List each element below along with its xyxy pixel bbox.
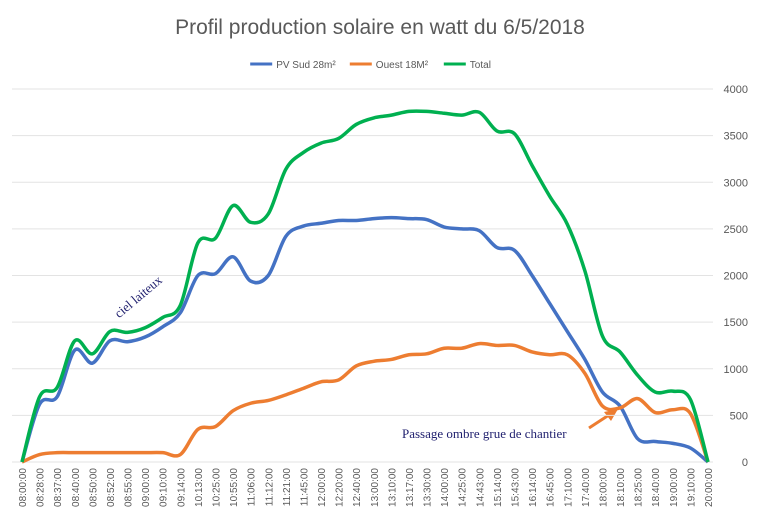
x-tick-label: 08:40:00	[71, 468, 82, 507]
y-tick-label: 2500	[724, 224, 748, 236]
x-tick-label: 09:14:00	[176, 468, 187, 507]
legend-label: Ouest 18M²	[376, 60, 429, 71]
x-tick-label: 10:13:00	[194, 468, 205, 507]
x-tick-label: 10:25:00	[211, 468, 222, 507]
y-tick-label: 4000	[724, 84, 748, 96]
y-tick-label: 2000	[724, 271, 748, 283]
series-line	[20, 109, 710, 463]
x-tick-label: 08:37:00	[53, 468, 64, 507]
x-tick-label: 16:14:00	[528, 468, 539, 507]
x-tick-label: 15:14:00	[493, 468, 504, 507]
x-tick-label: 11:45:00	[299, 468, 310, 507]
x-tick-label: 20:00:00	[704, 468, 715, 507]
y-tick-label: 500	[730, 410, 748, 422]
x-tick-label: 12:00:00	[317, 468, 328, 507]
x-tick-label: 14:25:00	[458, 468, 469, 507]
x-tick-label: 13:30:00	[423, 468, 434, 507]
x-tick-label: 18:25:00	[634, 468, 645, 507]
x-tick-label: 14:00:00	[440, 468, 451, 507]
x-tick-label: 09:00:00	[141, 468, 152, 507]
x-tick-label: 08:55:00	[124, 468, 135, 507]
x-tick-label: 11:06:00	[247, 468, 258, 507]
x-tick-label: 19:10:00	[686, 468, 697, 507]
x-tick-label: 13:17:00	[405, 468, 416, 507]
x-tick-label: 13:00:00	[370, 468, 381, 507]
x-tick-label: 17:40:00	[581, 468, 592, 507]
y-tick-label: 0	[742, 457, 748, 469]
legend-label: Total	[470, 60, 491, 71]
x-tick-label: 08:52:00	[106, 468, 117, 507]
x-tick-label: 18:40:00	[651, 468, 662, 507]
x-tick-label: 12:20:00	[335, 468, 346, 507]
chart-title: Profil production solaire en watt du 6/5…	[175, 16, 585, 39]
x-tick-label: 08:00:00	[18, 468, 29, 507]
x-tick-label: 09:10:00	[159, 468, 170, 507]
series-line	[20, 215, 710, 464]
x-tick-label: 10:55:00	[229, 468, 240, 507]
y-tick-label: 1000	[724, 364, 748, 376]
annotation: Passage ombre grue de chantier	[402, 426, 567, 441]
y-tick-label: 1500	[724, 317, 748, 329]
x-tick-label: 18:00:00	[598, 468, 609, 507]
series-line	[21, 341, 710, 464]
x-tick-label: 14:43:00	[475, 468, 486, 507]
x-tick-label: 12:40:00	[352, 468, 363, 507]
y-tick-label: 3000	[724, 177, 748, 189]
x-tick-label: 08:28:00	[36, 468, 47, 507]
x-tick-label: 08:50:00	[88, 468, 99, 507]
x-tick-label: 17:10:00	[563, 468, 574, 507]
x-tick-label: 11:12:00	[264, 468, 275, 507]
x-tick-label: 16:45:00	[546, 468, 557, 507]
x-tick-label: 13:10:00	[387, 468, 398, 507]
x-tick-label: 15:43:00	[511, 468, 522, 507]
y-tick-label: 3500	[724, 131, 748, 143]
x-tick-label: 18:10:00	[616, 468, 627, 507]
x-tick-label: 11:21:00	[282, 468, 293, 507]
legend-label: PV Sud 28m²	[276, 60, 336, 71]
x-tick-label: 19:00:00	[669, 468, 680, 507]
